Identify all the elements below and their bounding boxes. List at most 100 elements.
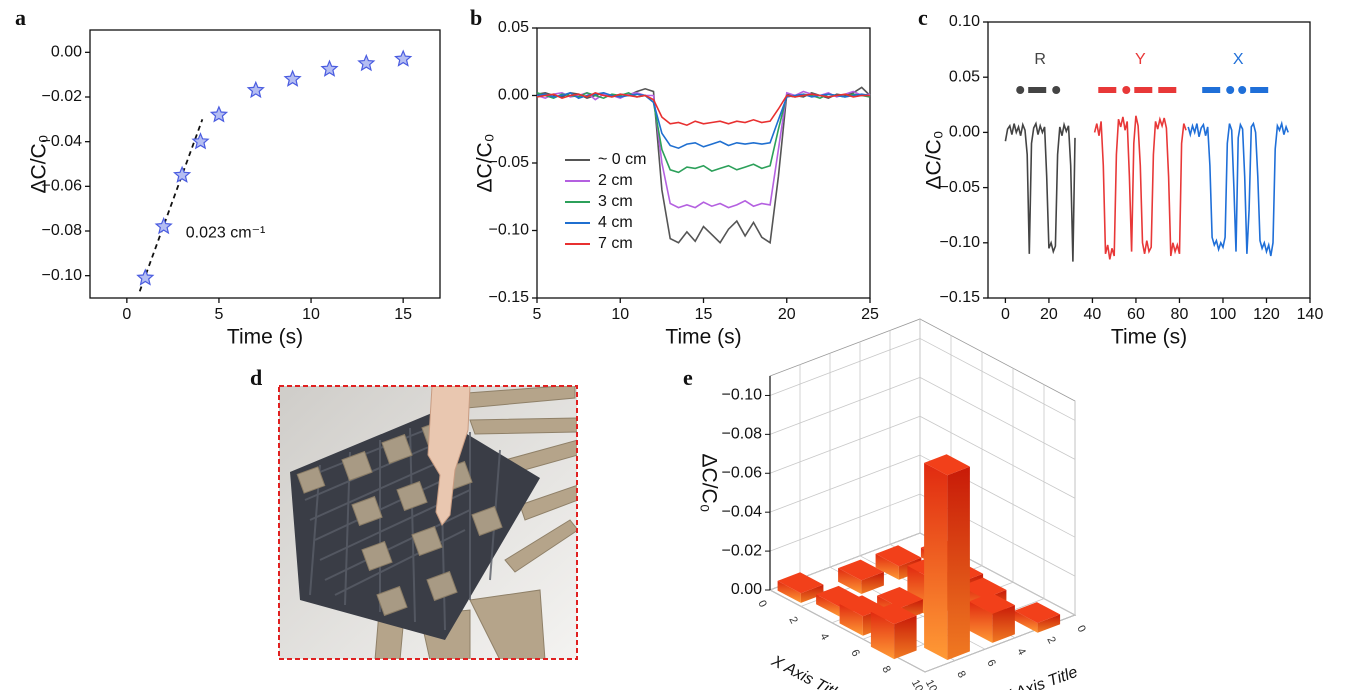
grid-line	[769, 376, 921, 435]
z-tick-label: 0.00	[731, 581, 762, 598]
y-tick-label: 4	[1014, 646, 1027, 657]
bar-face-right	[992, 605, 1015, 643]
x-tick-label: 0	[1001, 306, 1010, 323]
x-axis-label: Time (s)	[1111, 326, 1187, 349]
y-tick-label: 0.00	[498, 87, 529, 104]
z-tick-label: −0.02	[722, 542, 763, 559]
y-tick-label: −0.10	[489, 222, 530, 239]
x-tick-label: 10	[611, 306, 629, 323]
x-tick-label: 100	[1210, 306, 1237, 323]
x-tick-label: 6	[848, 648, 861, 659]
bar	[777, 572, 824, 603]
star-marker	[191, 132, 210, 150]
y-axis-label: ΔC/C₀	[28, 135, 51, 194]
panel-label: b	[470, 5, 482, 30]
bar-top	[870, 603, 917, 625]
bar-face-left	[924, 462, 948, 660]
bar	[870, 603, 917, 660]
z-tick-label: −0.04	[722, 503, 763, 520]
y-tick-label: 0.00	[51, 44, 82, 61]
y-tick-label: 2	[1044, 635, 1057, 646]
x-tick-label: 20	[778, 306, 796, 323]
photo-border	[278, 385, 578, 660]
z-axis-label: ΔC/C₀	[697, 454, 720, 513]
y-axis-label: Y Axis Title	[1000, 664, 1080, 690]
morse-dot	[1016, 86, 1025, 94]
x-tick-label: 8	[879, 664, 892, 675]
x-tick-label: 20	[1040, 306, 1058, 323]
bar	[838, 559, 884, 594]
x-tick-label: 80	[1171, 306, 1189, 323]
series-line	[1004, 121, 1076, 262]
bar-face-left	[875, 553, 899, 580]
y-tick-label: −0.08	[42, 222, 83, 239]
x-tick-label: 140	[1297, 306, 1324, 323]
x-tick-label: 120	[1253, 306, 1280, 323]
series-label: Y	[1135, 51, 1146, 68]
bar-face-right	[800, 584, 824, 603]
star-marker	[394, 49, 413, 67]
bar-face-left	[969, 601, 993, 643]
panel-label: a	[15, 5, 26, 30]
panel-label: c	[918, 5, 928, 30]
grid-line	[769, 338, 921, 396]
series-label: R	[1034, 51, 1046, 68]
bar-face-left	[839, 604, 863, 636]
morse-dot	[1238, 86, 1247, 94]
plot-frame	[987, 21, 1311, 299]
grid-line	[919, 338, 1076, 421]
star-marker	[209, 105, 229, 123]
panel-label: e	[683, 365, 693, 390]
x-tick-label: 0	[755, 598, 768, 609]
legend-label: 2 cm	[598, 172, 633, 189]
y-tick-label: −0.15	[940, 289, 981, 306]
y-tick-label: 0.05	[498, 19, 529, 36]
z-tick-label: −0.10	[722, 387, 763, 404]
bar-face-left	[870, 611, 895, 660]
bar-face-right	[1037, 614, 1061, 633]
star-marker	[173, 165, 192, 183]
morse-dot	[1122, 86, 1131, 94]
bar	[924, 454, 970, 660]
x-tick-label: 5	[214, 306, 223, 323]
legend-label: 4 cm	[598, 214, 633, 231]
bar-top	[960, 577, 1007, 599]
x-tick-label: 15	[695, 306, 713, 323]
morse-dash	[1158, 87, 1177, 93]
star-marker	[136, 268, 155, 286]
z-tick-label: −0.08	[722, 426, 763, 443]
y-tick-label: 0	[1074, 623, 1087, 634]
star-marker	[320, 59, 339, 77]
plot-frame	[89, 29, 441, 299]
morse-dash	[1202, 87, 1221, 93]
x-axis-label: Time (s)	[227, 326, 303, 349]
x-tick-label: 10	[909, 678, 925, 690]
bar-top	[969, 592, 1015, 614]
bar-top	[875, 545, 922, 567]
bar-face-left	[1014, 610, 1038, 633]
plot-frame	[536, 27, 871, 299]
x-tick-label: 60	[1127, 306, 1145, 323]
series-label: X	[1233, 51, 1244, 68]
series-line	[536, 90, 871, 209]
photo	[279, 386, 577, 659]
panel-label: d	[250, 365, 262, 390]
y-tick-label: −0.04	[42, 133, 83, 150]
x-axis-label: X Axis Title	[768, 652, 847, 690]
bar-face-left	[777, 580, 801, 603]
series-line	[536, 91, 870, 127]
bar-top	[924, 454, 970, 476]
x-axis-label: Time (s)	[665, 326, 741, 349]
y-tick-label: 8	[954, 669, 967, 680]
annotation: 0.023 cm⁻¹	[186, 224, 266, 241]
star-marker	[283, 69, 302, 87]
morse-dash	[1250, 87, 1269, 93]
y-tick-label: 0.05	[949, 68, 980, 85]
bar-face-right	[894, 615, 917, 660]
grid-line	[769, 493, 921, 552]
y-tick-label: 0.00	[949, 124, 980, 141]
bar-top	[877, 587, 923, 608]
y-tick-label: −0.10	[42, 267, 83, 284]
bar	[969, 592, 1015, 643]
